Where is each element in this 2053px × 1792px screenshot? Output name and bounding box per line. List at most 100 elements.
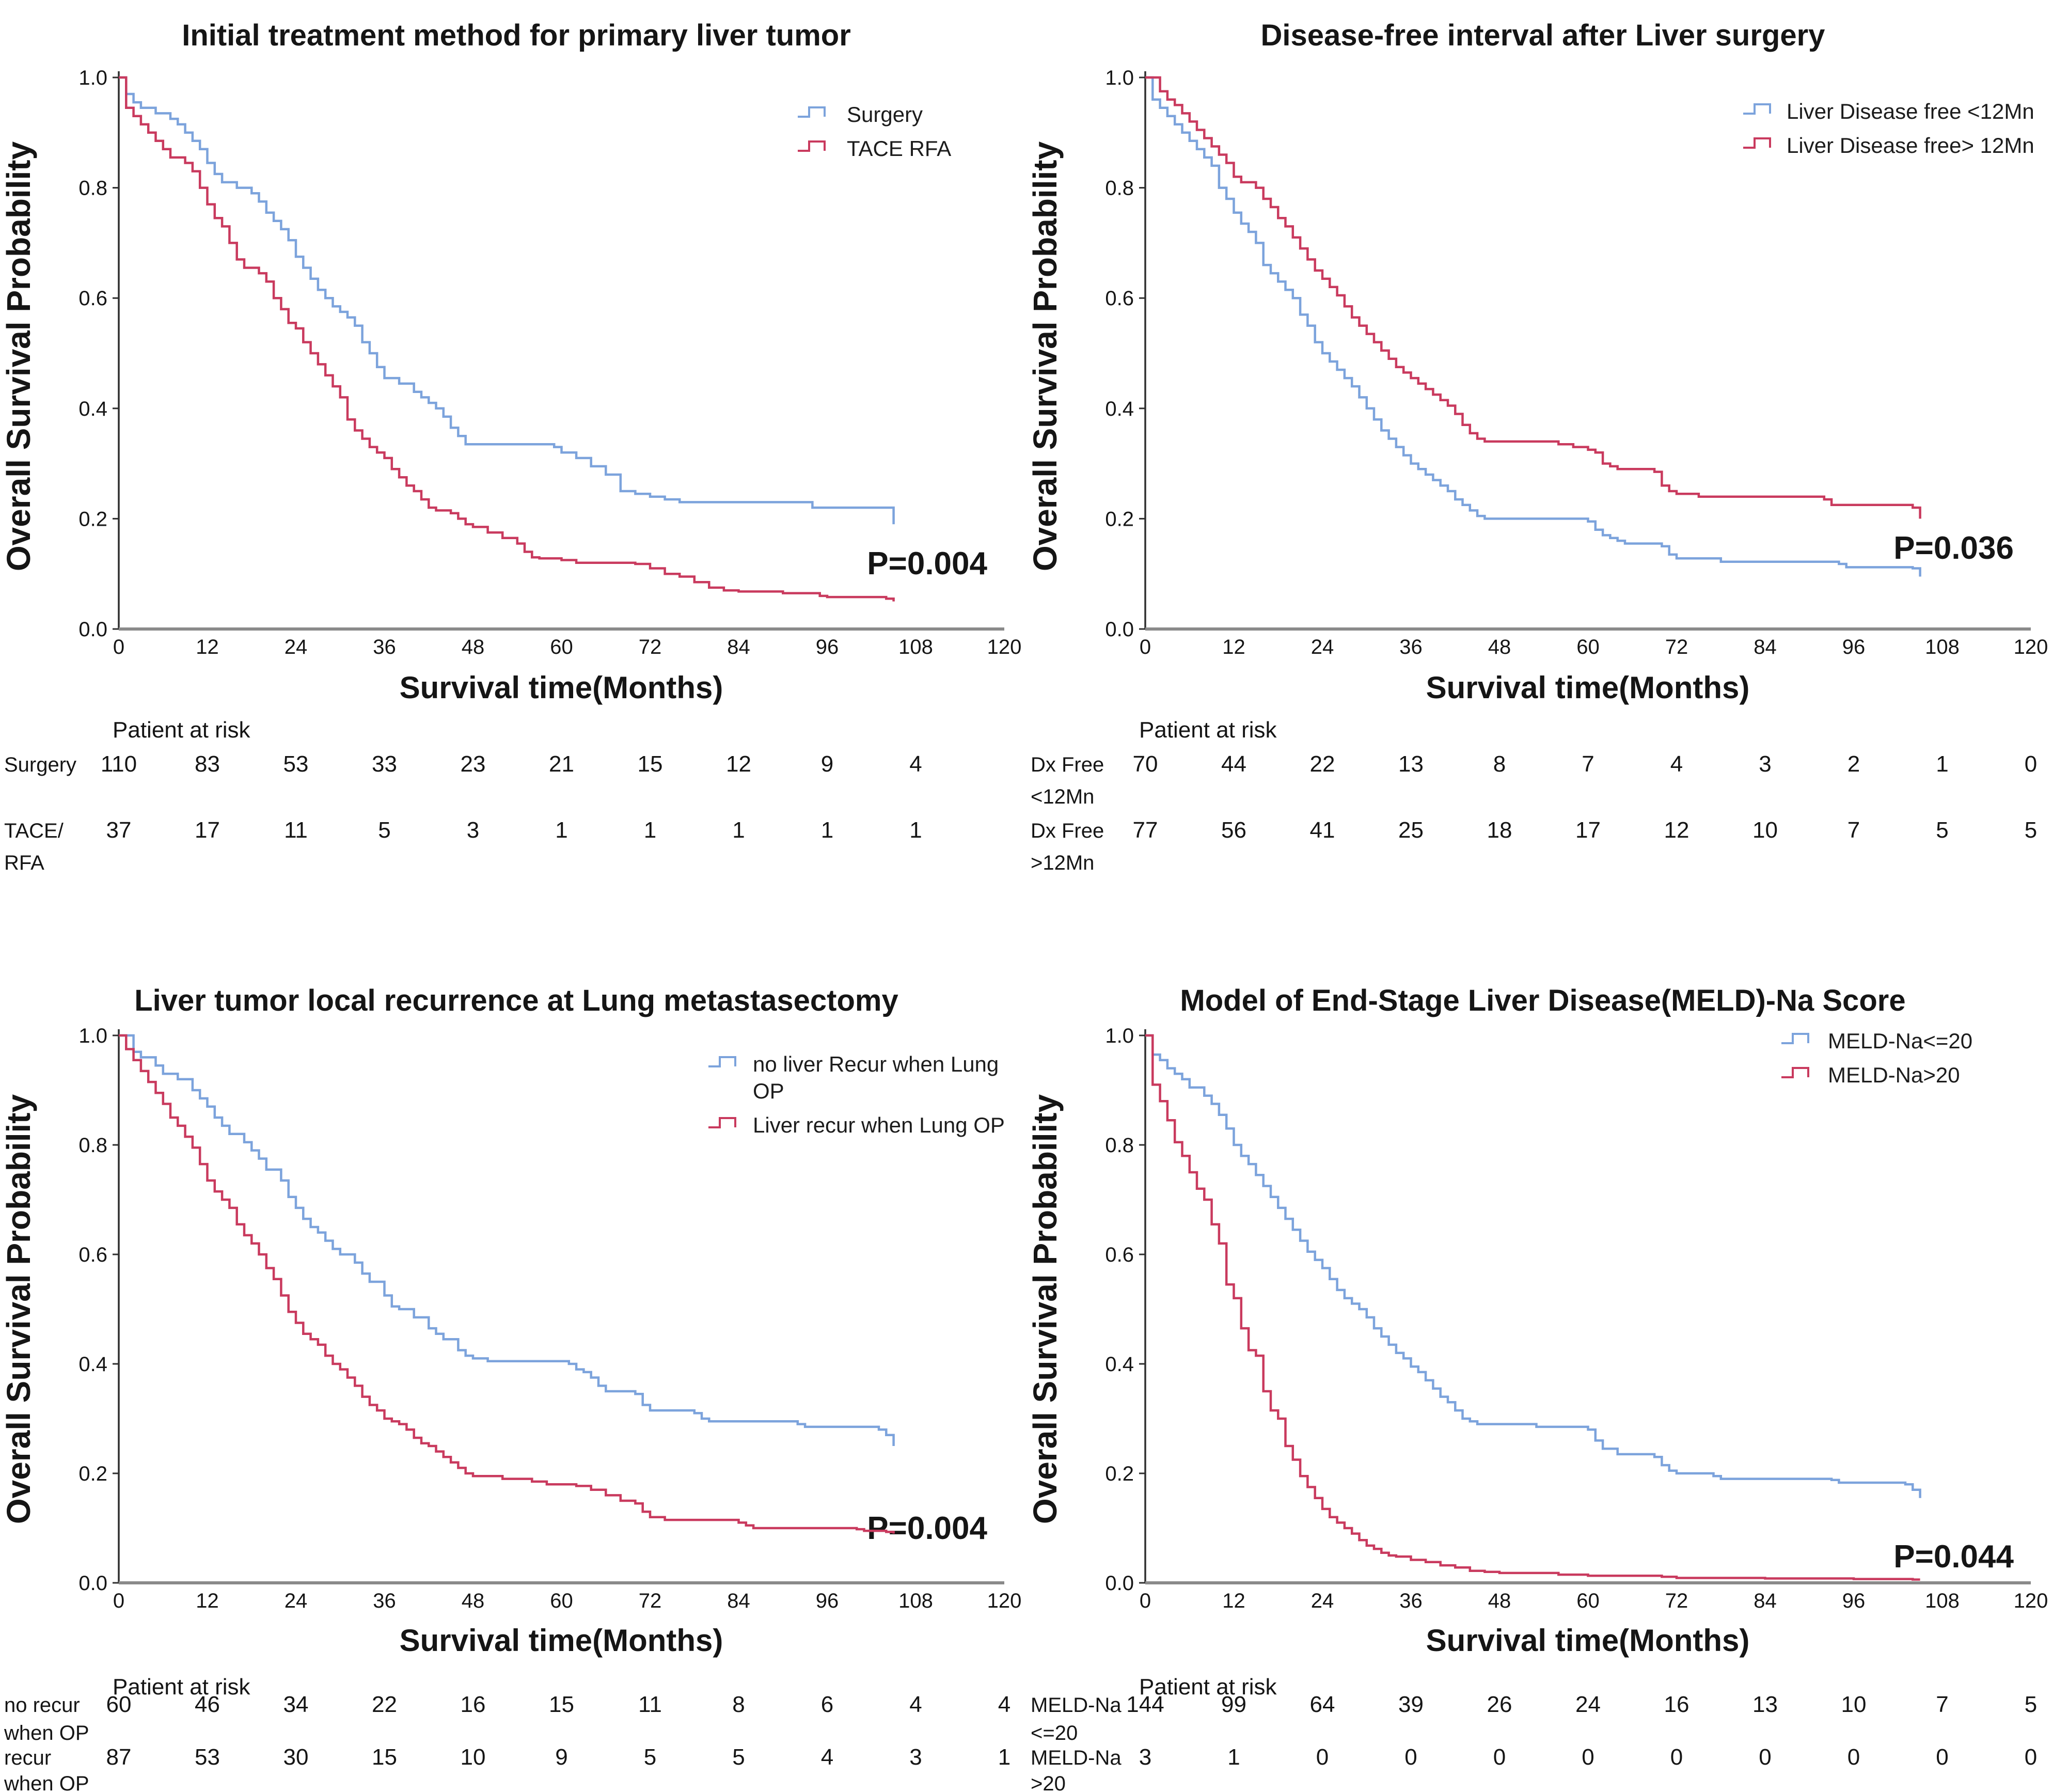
risk-count: 11 — [284, 818, 308, 843]
legend-entry-label: Surgery — [847, 102, 923, 127]
km-curve-red — [119, 76, 895, 602]
risk-table-header: Patient at risk — [113, 1674, 251, 1700]
risk-count: 3 — [467, 818, 479, 843]
legend-step-glyph — [708, 1117, 736, 1128]
y-tick-label: 0.2 — [78, 508, 107, 530]
y-tick-label: 0.0 — [1105, 618, 1134, 641]
risk-count: 37 — [106, 818, 132, 843]
x-tick-label: 0 — [113, 1590, 124, 1612]
y-tick-label: 0.8 — [1105, 177, 1134, 200]
risk-row-label: >12Mn — [1031, 852, 1094, 874]
risk-count: 1 — [555, 818, 567, 843]
legend-step-glyph — [1781, 1067, 1809, 1078]
risk-row-label: MELD-Na — [1031, 1747, 1122, 1769]
y-tick-label: 0.4 — [78, 398, 107, 420]
risk-count: 9 — [555, 1744, 567, 1770]
x-tick-label: 84 — [727, 1590, 750, 1612]
risk-count: 4 — [909, 751, 922, 777]
risk-count: 77 — [1133, 818, 1158, 843]
risk-count: 8 — [1493, 751, 1506, 777]
x-tick-label: 108 — [1925, 1590, 1960, 1612]
risk-count: 13 — [1398, 751, 1424, 777]
risk-count: 0 — [1847, 1744, 1860, 1770]
x-tick-label: 48 — [1488, 636, 1511, 658]
km-curve-red — [1145, 76, 1921, 519]
y-tick-label: 0.2 — [1105, 508, 1134, 530]
x-tick-label: 0 — [1140, 1590, 1151, 1612]
risk-count: 46 — [195, 1692, 220, 1717]
risk-table-header: Patient at risk — [113, 717, 251, 743]
risk-table-header: Patient at risk — [1139, 1674, 1277, 1700]
risk-count: 18 — [1487, 818, 1512, 843]
risk-count: 33 — [372, 751, 397, 777]
x-tick-label: 96 — [816, 636, 839, 658]
legend-step-glyph — [1743, 137, 1771, 149]
y-axis-label: Overall Survival Probability — [0, 141, 37, 571]
risk-count: 5 — [644, 1744, 656, 1770]
x-tick-label: 120 — [987, 1590, 1022, 1612]
risk-row-label: when OP — [4, 1772, 89, 1792]
risk-count: 1 — [644, 818, 656, 843]
x-tick-label: 72 — [1665, 1590, 1688, 1612]
risk-count: 83 — [195, 751, 220, 777]
x-tick-label: 24 — [285, 636, 308, 658]
x-tick-label: 0 — [1140, 636, 1151, 658]
panel-initial-treatment: Initial treatment method for primary liv… — [0, 19, 1021, 874]
chart-title: Disease-free interval after Liver surger… — [1261, 19, 1825, 52]
risk-row-label: <=20 — [1031, 1722, 1078, 1744]
risk-row-label: when OP — [4, 1722, 89, 1744]
y-tick-label: 1.0 — [1105, 67, 1134, 89]
x-tick-label: 12 — [1222, 636, 1245, 658]
risk-count: 15 — [549, 1692, 574, 1717]
legend-step-glyph — [1743, 103, 1771, 115]
km-curve-red — [1145, 1034, 1920, 1581]
risk-count: 22 — [372, 1692, 397, 1717]
panel-disease-free-interval: Disease-free interval after Liver surger… — [1026, 19, 2048, 874]
y-tick-label: 0.8 — [1105, 1134, 1134, 1157]
risk-count: 4 — [909, 1692, 922, 1717]
risk-count: 11 — [638, 1692, 662, 1717]
risk-count: 26 — [1487, 1692, 1512, 1717]
risk-count: 10 — [1752, 818, 1778, 843]
panel-liver-local-recurrence: Liver tumor local recurrence at Lung met… — [0, 984, 1022, 1792]
risk-count: 5 — [1936, 818, 1948, 843]
risk-count: 99 — [1221, 1692, 1246, 1717]
risk-count: 25 — [1398, 818, 1424, 843]
risk-count: 5 — [2025, 1692, 2037, 1717]
y-tick-label: 0.6 — [1105, 287, 1134, 310]
y-axis-label: Overall Survival Probability — [1026, 141, 1064, 571]
risk-count: 7 — [1847, 818, 1860, 843]
x-tick-label: 108 — [1925, 636, 1960, 658]
risk-count: 4 — [1670, 751, 1683, 777]
risk-count: 64 — [1310, 1692, 1335, 1717]
risk-count: 3 — [1759, 751, 1771, 777]
legend-entry-label: MELD-Na<=20 — [1828, 1029, 1972, 1053]
x-axis-label: Survival time(Months) — [1426, 1623, 1750, 1658]
risk-count: 0 — [1316, 1744, 1329, 1770]
x-tick-label: 72 — [639, 1590, 662, 1612]
risk-count: 39 — [1398, 1692, 1424, 1717]
x-axis-label: Survival time(Months) — [400, 1623, 723, 1658]
risk-count: 4 — [998, 1692, 1010, 1717]
y-axis-label: Overall Survival Probability — [1026, 1094, 1064, 1524]
risk-count: 56 — [1221, 818, 1246, 843]
risk-count: 0 — [2025, 1744, 2037, 1770]
risk-count: 1 — [1227, 1744, 1240, 1770]
risk-count: 0 — [1582, 1744, 1594, 1770]
risk-row-label: no recur — [4, 1694, 80, 1717]
risk-count: 1 — [909, 818, 922, 843]
p-value: P=0.004 — [867, 546, 987, 581]
y-tick-label: 0.8 — [78, 177, 107, 200]
risk-count: 15 — [638, 751, 663, 777]
risk-count: 1 — [821, 818, 833, 843]
y-tick-label: 1.0 — [78, 67, 107, 89]
y-tick-label: 0.0 — [78, 618, 107, 641]
x-tick-label: 12 — [1222, 1590, 1245, 1612]
risk-count: 41 — [1310, 818, 1335, 843]
x-tick-label: 36 — [1399, 636, 1423, 658]
risk-count: 10 — [461, 1744, 486, 1770]
x-tick-label: 48 — [462, 636, 485, 658]
y-tick-label: 0.2 — [1105, 1463, 1134, 1485]
risk-count: 21 — [549, 751, 574, 777]
